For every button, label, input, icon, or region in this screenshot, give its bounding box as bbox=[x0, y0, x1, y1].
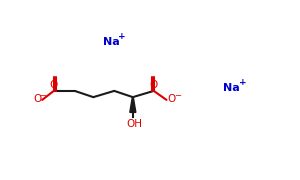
Text: O: O bbox=[33, 94, 41, 104]
Text: Na: Na bbox=[224, 83, 240, 93]
Text: OH: OH bbox=[126, 119, 142, 129]
Text: O: O bbox=[150, 80, 158, 90]
Text: O: O bbox=[50, 80, 58, 90]
Text: +: + bbox=[118, 32, 125, 41]
Text: +: + bbox=[238, 78, 246, 87]
Text: Na: Na bbox=[103, 37, 119, 47]
Polygon shape bbox=[130, 97, 136, 112]
Text: −: − bbox=[39, 91, 46, 100]
Text: −: − bbox=[174, 91, 181, 100]
Text: O: O bbox=[167, 94, 176, 104]
